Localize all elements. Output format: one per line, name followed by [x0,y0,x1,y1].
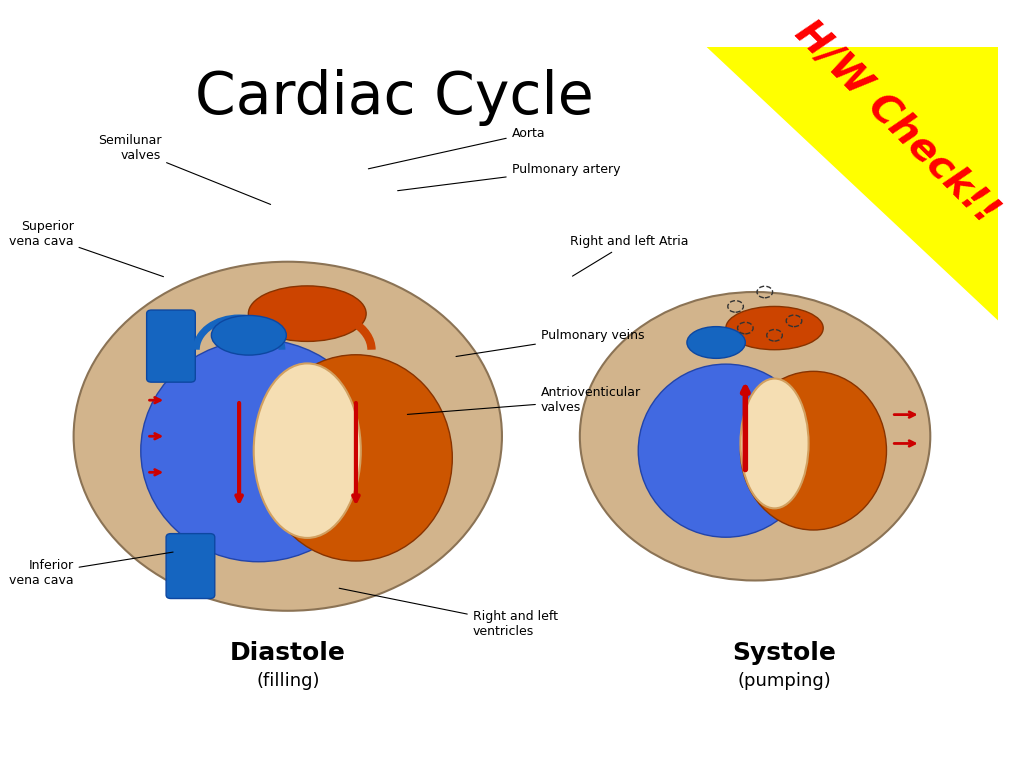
Polygon shape [707,47,998,321]
Ellipse shape [254,363,360,538]
Text: Systole: Systole [732,641,837,664]
Text: Pulmonary artery: Pulmonary artery [397,163,621,190]
Ellipse shape [687,326,745,359]
Text: Inferior
vena cava: Inferior vena cava [9,552,173,588]
Ellipse shape [580,292,930,581]
Ellipse shape [726,306,823,349]
Ellipse shape [74,262,502,611]
Text: Cardiac Cycle: Cardiac Cycle [196,69,594,126]
Text: Diastole: Diastole [229,641,346,664]
Text: Right and left Atria: Right and left Atria [570,235,688,276]
Text: (filling): (filling) [256,673,319,690]
Ellipse shape [638,364,813,538]
Text: Superior
vena cava: Superior vena cava [9,220,164,276]
Text: Semilunar
valves: Semilunar valves [97,134,270,204]
FancyBboxPatch shape [166,534,215,598]
Text: Antrioventicular
valves: Antrioventicular valves [408,386,641,415]
Ellipse shape [740,372,887,530]
Text: Right and left
ventricles: Right and left ventricles [339,588,558,637]
Ellipse shape [249,286,367,342]
FancyBboxPatch shape [146,310,196,382]
Ellipse shape [140,339,377,561]
Text: Aorta: Aorta [369,127,546,169]
Text: (pumping): (pumping) [737,673,831,690]
Text: Pulmonary veins: Pulmonary veins [456,329,644,356]
Ellipse shape [211,316,287,355]
Ellipse shape [259,355,453,561]
Text: H/W Check!!: H/W Check!! [787,14,1006,231]
Ellipse shape [740,379,809,508]
